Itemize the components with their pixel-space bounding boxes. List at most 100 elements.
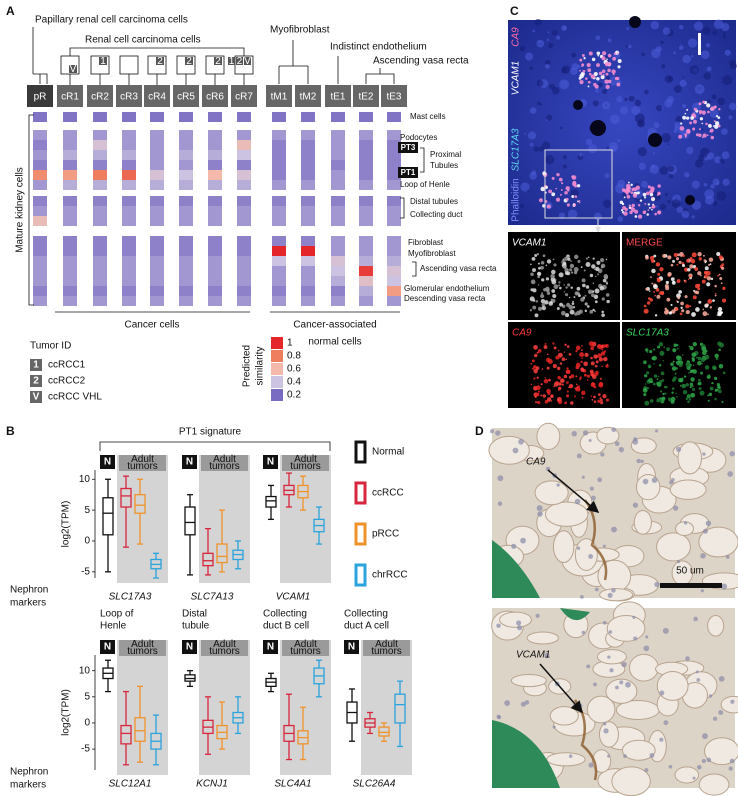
signal: [561, 357, 566, 362]
tumor-header: [119, 455, 166, 471]
heat-cell: [63, 170, 77, 180]
signal: [541, 368, 544, 371]
nucleus: [611, 526, 617, 533]
texture: [546, 114, 553, 121]
texture: [703, 72, 711, 80]
nucleus: [608, 630, 613, 634]
gene-label: SLC4A1: [274, 779, 311, 790]
signal: [708, 373, 711, 376]
signal: [600, 401, 604, 405]
texture: [616, 96, 623, 103]
signal: [602, 394, 607, 399]
signal: [698, 128, 701, 131]
heat-cell: [237, 256, 251, 266]
texture: [578, 153, 583, 157]
signal: [634, 215, 638, 218]
cell-outline: [534, 480, 569, 506]
tag-badge: [69, 65, 77, 73]
signal: [626, 185, 631, 191]
signal: [545, 288, 550, 293]
nucleus: [556, 483, 560, 487]
nucleus: [589, 486, 594, 491]
signal: [654, 294, 656, 297]
plot-title: Collecting: [344, 609, 388, 620]
signal: [660, 291, 665, 296]
nucleus: [588, 762, 594, 768]
texture: [527, 131, 537, 140]
heat-cell: [237, 266, 251, 276]
heat-cell: [63, 140, 77, 150]
heat-cell: [237, 130, 251, 140]
heat-cell: [179, 160, 193, 170]
signal: [566, 381, 569, 384]
heat-cell: [237, 140, 251, 150]
signal: [557, 375, 561, 380]
signal: [642, 192, 647, 197]
signal: [666, 297, 671, 302]
tag-label: 2: [157, 56, 163, 67]
row-label: Podocytes: [400, 133, 437, 142]
signal: [644, 202, 647, 205]
signal: [679, 312, 683, 316]
nucleus: [576, 546, 581, 550]
signal: [569, 309, 575, 315]
legend-swatch: [354, 563, 367, 587]
heat-cell: [150, 206, 164, 216]
nucleus: [659, 737, 664, 742]
legend-swatch: [354, 481, 367, 505]
heat-cell: [63, 216, 77, 226]
signal: [579, 58, 583, 62]
cell-outline: [599, 588, 634, 602]
heat-cell: [150, 266, 164, 276]
tag-badge: [228, 57, 235, 65]
signal: [575, 375, 578, 378]
signal: [653, 291, 656, 293]
signal: [658, 211, 661, 214]
legend-label: pRCC: [372, 529, 399, 540]
signal: [602, 73, 605, 76]
heat-cell: [272, 170, 286, 180]
signal: [652, 348, 656, 351]
signal: [616, 82, 621, 87]
column-box: [173, 85, 199, 107]
signal: [678, 362, 683, 368]
signal: [540, 186, 545, 192]
nucleus: [729, 758, 735, 764]
signal: [708, 392, 713, 397]
heat-cell: [237, 196, 251, 206]
heat-cell: [387, 286, 401, 296]
signal: [648, 365, 651, 369]
signal: [685, 362, 691, 368]
signal: [680, 301, 684, 306]
texture: [721, 151, 730, 160]
signal: [579, 69, 581, 72]
heat-cell: [387, 276, 401, 286]
signal: [580, 297, 585, 302]
signal: [559, 302, 563, 307]
signal: [577, 200, 579, 203]
heat-cell: [237, 206, 251, 216]
scale-swatch: [271, 363, 283, 375]
heat-cell: [93, 180, 107, 190]
signal: [541, 292, 544, 295]
signal: [701, 346, 707, 352]
signal: [599, 258, 605, 263]
signal: [621, 188, 626, 192]
texture: [619, 106, 629, 115]
column-box: [231, 85, 257, 107]
signal: [685, 383, 689, 387]
tumor-header-label: Adult: [131, 454, 154, 465]
nucleus: [725, 555, 730, 559]
heat-cell: [272, 286, 286, 296]
heat-cell: [301, 150, 315, 160]
heat-cell: [208, 140, 222, 150]
heat-cell: [387, 216, 401, 226]
nucleus: [640, 459, 644, 464]
signal: [601, 348, 604, 351]
nucleus: [535, 613, 540, 618]
signal: [550, 298, 554, 302]
signal: [559, 286, 562, 290]
cell-outline: [707, 614, 725, 637]
texture: [545, 59, 551, 66]
